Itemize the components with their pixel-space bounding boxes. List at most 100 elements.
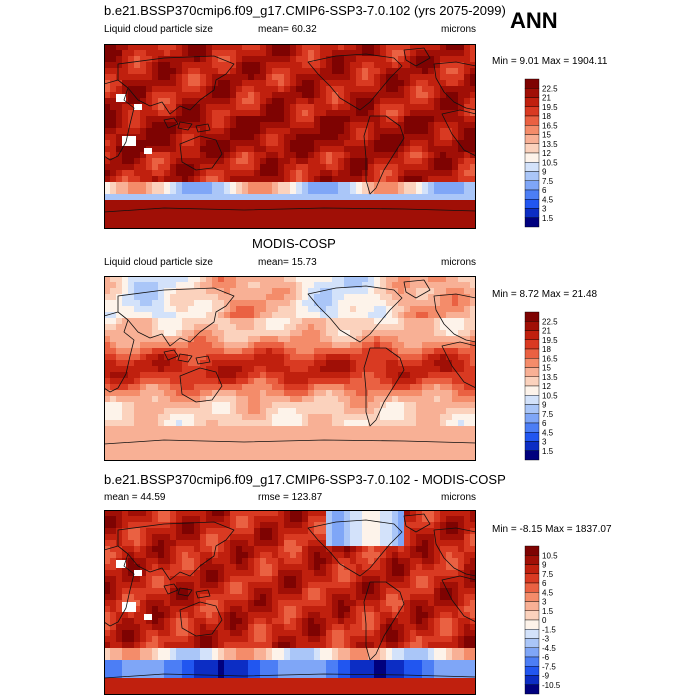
- map-cell: [458, 134, 465, 141]
- map-cell: [182, 182, 189, 189]
- map-cell: [296, 582, 303, 589]
- map-cell: [158, 588, 165, 595]
- map-cell: [350, 182, 357, 189]
- map-cell: [266, 420, 273, 427]
- map-cell: [320, 570, 327, 577]
- map-cell: [416, 510, 423, 517]
- map-cell: [260, 194, 267, 201]
- map-cell: [410, 426, 417, 433]
- map-cell: [188, 600, 195, 607]
- map-cell: [188, 456, 195, 461]
- map-cell: [260, 396, 267, 403]
- map-cell: [326, 152, 333, 159]
- map-cell: [464, 276, 471, 283]
- map-cell: [398, 288, 405, 295]
- map-cell: [374, 122, 381, 129]
- map-cell: [428, 146, 435, 153]
- map-cell: [338, 576, 345, 583]
- map-cell: [416, 594, 423, 601]
- map-cell: [128, 110, 135, 117]
- map-cell: [134, 522, 141, 529]
- map-cell: [386, 570, 393, 577]
- map-cell: [314, 360, 321, 367]
- map-cell: [386, 62, 393, 69]
- map-cell: [302, 372, 309, 379]
- map-cell: [224, 342, 231, 349]
- map-cell: [170, 200, 177, 207]
- map-cell: [278, 450, 285, 457]
- map-cell: [308, 98, 315, 105]
- map-cell: [368, 390, 375, 397]
- map-cell: [134, 558, 141, 565]
- map-cell: [458, 224, 465, 229]
- map-cell: [206, 92, 213, 99]
- map-cell: [416, 330, 423, 337]
- map-cell: [332, 522, 339, 529]
- map-cell: [434, 128, 441, 135]
- map-cell: [422, 366, 429, 373]
- map-cell: [440, 74, 447, 81]
- map-cell: [122, 74, 129, 81]
- map-cell: [110, 68, 117, 75]
- map-cell: [146, 402, 153, 409]
- map-cell: [104, 176, 111, 183]
- map-cell: [278, 408, 285, 415]
- map-cell: [356, 342, 363, 349]
- map-cell: [452, 318, 459, 325]
- map-cell: [272, 306, 279, 313]
- map-cell: [290, 74, 297, 81]
- map-cell: [266, 318, 273, 325]
- map-cell: [272, 546, 279, 553]
- map-cell: [146, 212, 153, 219]
- map-cell: [104, 600, 111, 607]
- map-cell: [350, 348, 357, 355]
- map-cell: [284, 170, 291, 177]
- map-cell: [368, 564, 375, 571]
- map-cell: [386, 450, 393, 457]
- map-cell: [338, 170, 345, 177]
- map-cell: [296, 294, 303, 301]
- map-cell: [200, 432, 207, 439]
- map-cell: [302, 140, 309, 147]
- map-cell: [374, 212, 381, 219]
- map-cell: [140, 534, 147, 541]
- map-cell: [386, 606, 393, 613]
- map-cell: [134, 80, 141, 87]
- map-cell: [254, 188, 261, 195]
- map-cell: [170, 522, 177, 529]
- map-cell: [248, 188, 255, 195]
- map-cell: [416, 164, 423, 171]
- map-cell: [428, 200, 435, 207]
- map-cell: [458, 206, 465, 213]
- map-cell: [332, 546, 339, 553]
- map-cell: [422, 98, 429, 105]
- map-cell: [356, 522, 363, 529]
- map-cell: [140, 212, 147, 219]
- map-cell: [260, 408, 267, 415]
- map-cell: [146, 540, 153, 547]
- map-cell: [170, 182, 177, 189]
- map-cell: [416, 158, 423, 165]
- map-cell: [296, 50, 303, 57]
- map-cell: [440, 200, 447, 207]
- map-cell: [254, 306, 261, 313]
- map-cell: [350, 92, 357, 99]
- map-cell: [266, 564, 273, 571]
- map-cell: [242, 134, 249, 141]
- map-cell: [398, 134, 405, 141]
- map-cell: [290, 402, 297, 409]
- map-cell: [368, 98, 375, 105]
- map-cell: [128, 276, 135, 283]
- map-cell: [236, 134, 243, 141]
- map-cell: [428, 372, 435, 379]
- map-cell: [128, 570, 135, 577]
- map-cell: [356, 336, 363, 343]
- map-cell: [392, 128, 399, 135]
- map-cell: [212, 378, 219, 385]
- map-cell: [446, 396, 453, 403]
- map-cell: [308, 74, 315, 81]
- map-cell: [326, 414, 333, 421]
- map-cell: [260, 372, 267, 379]
- panel3-rmse: rmse = 123.87: [258, 492, 323, 503]
- map-cell: [464, 300, 471, 307]
